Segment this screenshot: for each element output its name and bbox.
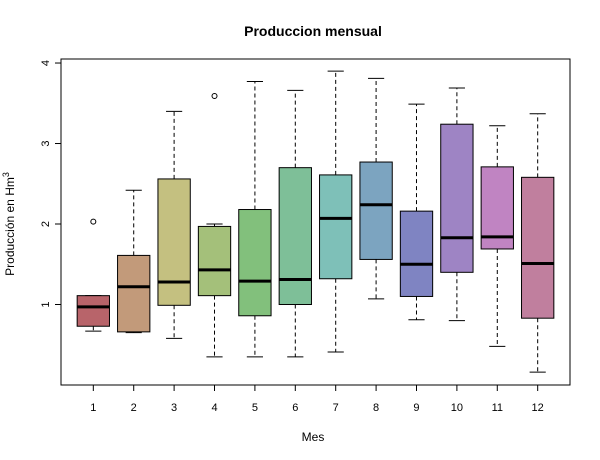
x-axis-label: Mes — [302, 430, 325, 444]
box-iqr — [197, 225, 232, 297]
x-tick-label: 2 — [131, 402, 137, 414]
box-month-4 — [197, 93, 232, 358]
y-axis-label-main: Producción en Hm — [3, 177, 17, 276]
box-month-5 — [238, 81, 272, 358]
box-month-11 — [480, 125, 514, 347]
x-axis: 1 2 3 4 5 6 7 8 9 10 11 12 — [90, 384, 544, 414]
box-iqr — [157, 178, 191, 306]
box-iqr — [359, 161, 393, 260]
x-tick-label: 10 — [451, 402, 463, 414]
box-iqr — [278, 167, 312, 306]
box-iqr — [238, 209, 272, 317]
x-tick-label: 11 — [492, 402, 503, 414]
box-iqr — [521, 176, 555, 319]
x-tick-label: 8 — [373, 402, 379, 414]
box-month-9 — [399, 103, 434, 321]
y-axis-label: Producción en Hm3 — [1, 172, 17, 276]
y-tick-label: 1 — [40, 301, 52, 307]
y-tick-label: 3 — [40, 140, 52, 146]
box-iqr — [76, 295, 110, 327]
box-month-8 — [359, 77, 393, 300]
box-iqr — [319, 174, 353, 280]
x-tick-label: 5 — [252, 402, 258, 414]
box-iqr — [117, 254, 151, 333]
x-tick-label: 3 — [171, 402, 177, 414]
x-tick-label: 12 — [532, 402, 544, 414]
y-tick-label: 2 — [40, 221, 52, 227]
outlier-point — [211, 93, 218, 100]
box-month-3 — [157, 110, 191, 339]
outlier-point — [90, 218, 97, 225]
box-iqr — [399, 210, 434, 297]
x-tick-label: 4 — [211, 402, 217, 414]
y-axis-label-superscript: 3 — [1, 172, 11, 177]
box-month-1 — [76, 218, 110, 332]
y-axis: 1 2 3 4 — [40, 60, 62, 308]
x-tick-label: 7 — [333, 402, 339, 414]
box-iqr — [440, 123, 474, 273]
x-tick-label: 9 — [413, 402, 419, 414]
box-month-7 — [319, 70, 353, 353]
box-month-10 — [440, 87, 474, 322]
box-month-6 — [278, 89, 312, 358]
y-tick-label: 4 — [40, 60, 52, 66]
x-tick-label: 6 — [292, 402, 298, 414]
box-iqr — [480, 166, 514, 250]
chart-title: Produccion mensual — [244, 23, 382, 39]
box-month-12 — [521, 113, 555, 373]
boxes-group — [76, 70, 555, 373]
x-tick-label: 1 — [90, 402, 96, 414]
box-month-2 — [117, 189, 151, 334]
